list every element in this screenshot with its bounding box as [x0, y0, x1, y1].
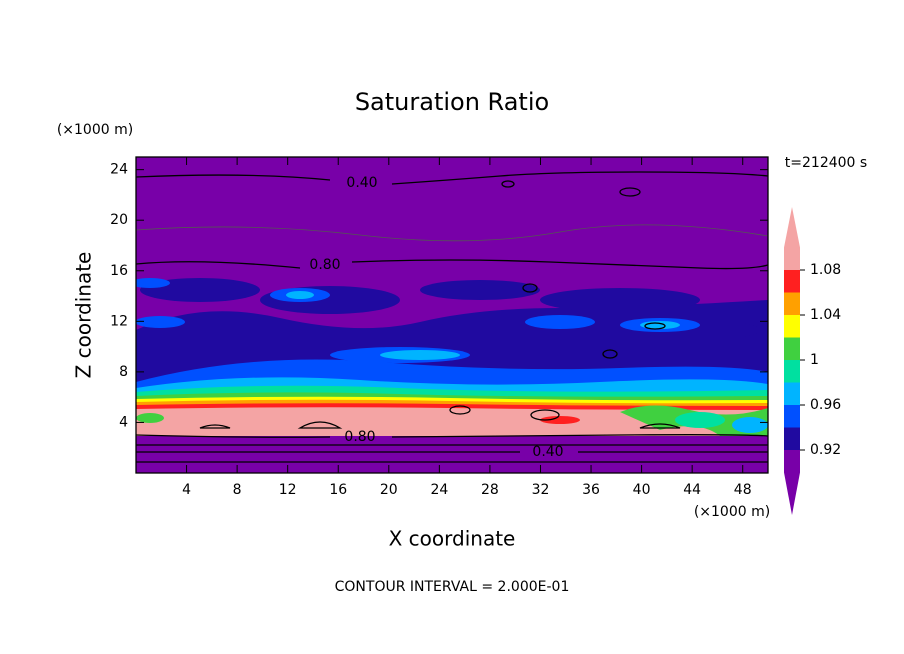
- contour-line: [135, 259, 769, 270]
- x-tick-label: 8: [233, 482, 242, 498]
- colorbar-band: [784, 450, 800, 473]
- y-tick-label: 16: [110, 263, 128, 279]
- field-region: [675, 412, 725, 428]
- contour-line: [135, 171, 769, 185]
- colorbar-tick-label: 0.96: [810, 397, 841, 413]
- field-region: [136, 316, 185, 328]
- x-tick-label: 4: [182, 482, 191, 498]
- x-tick-label: 48: [734, 482, 752, 498]
- colorbar-band: [784, 270, 800, 293]
- x-axis-label: X coordinate: [389, 527, 516, 551]
- y-tick-label: 4: [119, 414, 128, 430]
- field: [136, 157, 768, 473]
- contour-label: 0.40: [346, 175, 377, 191]
- x-tick-label: 32: [532, 482, 550, 498]
- colorbar-arrow: [784, 472, 800, 515]
- colorbar-tick-label: 1: [810, 352, 819, 368]
- contour-line: [602, 349, 618, 359]
- contour-line: [639, 423, 681, 429]
- colorbar-arrow: [784, 207, 800, 248]
- contour-lines: [135, 171, 769, 463]
- colorbar-band: [784, 427, 800, 450]
- colorbar-tick-label: 1.04: [810, 307, 841, 323]
- contour-label: 0.40: [532, 444, 563, 460]
- y-unit: (×1000 m): [57, 122, 133, 138]
- contour-line: [530, 409, 560, 421]
- y-tick-label: 12: [110, 313, 128, 329]
- contour-line: [619, 187, 641, 197]
- contour-line: [522, 283, 538, 293]
- field-region: [380, 350, 460, 360]
- contour-line: [449, 405, 471, 415]
- field-region: [136, 407, 768, 436]
- field-region: [420, 280, 540, 300]
- x-tick-label: 20: [380, 482, 398, 498]
- colorbar-band: [784, 360, 800, 383]
- field-region: [286, 291, 314, 299]
- x-tick-label: 28: [481, 482, 499, 498]
- y-tick-label: 20: [110, 212, 128, 228]
- contour-line: [644, 322, 666, 330]
- x-tick-label: 12: [279, 482, 297, 498]
- y-tick-label: 24: [110, 162, 128, 178]
- plot-frame: [135, 156, 769, 474]
- x-tick-label: 36: [582, 482, 600, 498]
- field-region: [136, 278, 170, 288]
- contour-line: [199, 424, 231, 429]
- y-tick-label: 8: [119, 364, 128, 380]
- x-tick-label: 44: [683, 482, 701, 498]
- colorbar-band: [784, 292, 800, 315]
- x-unit: (×1000 m): [694, 504, 770, 520]
- contour-line: [297, 421, 343, 429]
- field-region: [732, 417, 768, 433]
- field-region: [136, 413, 164, 423]
- time-label: t=212400 s: [785, 155, 867, 171]
- contour-line: [501, 180, 515, 188]
- x-tick-label: 24: [430, 482, 448, 498]
- colorbar-band: [784, 405, 800, 428]
- contour-label: 0.80: [344, 429, 375, 445]
- footer-note: CONTOUR INTERVAL = 2.000E-01: [335, 579, 570, 595]
- chart-title: Saturation Ratio: [355, 88, 549, 116]
- x-tick-label: 40: [633, 482, 651, 498]
- field-region: [540, 416, 580, 424]
- colorbar-tick-label: 0.92: [810, 442, 841, 458]
- colorbar-tick-label: 1.08: [810, 262, 841, 278]
- field-region: [525, 315, 595, 329]
- contour-label: 0.80: [309, 257, 340, 273]
- field-region: [540, 288, 700, 312]
- colorbar-band: [784, 315, 800, 338]
- colorbar-band: [784, 337, 800, 360]
- field-region: [140, 278, 260, 302]
- y-axis-label: Z coordinate: [72, 252, 96, 379]
- contour-line: [135, 224, 769, 242]
- colorbar-band: [784, 382, 800, 405]
- contour-line: [135, 434, 769, 438]
- colorbar-band: [784, 247, 800, 270]
- x-tick-label: 16: [329, 482, 347, 498]
